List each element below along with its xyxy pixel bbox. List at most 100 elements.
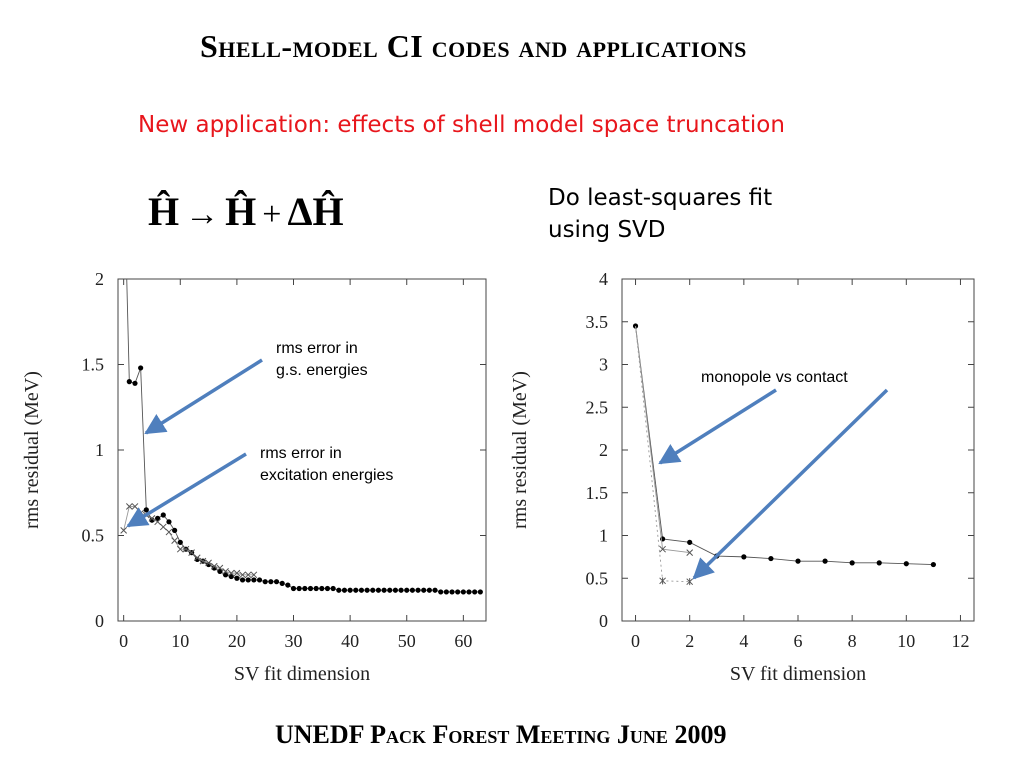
chart-2: 0 2 4 6 8 10 12 0 0.5 1 1.5 2 2.5 3 3.5 4 SV fit dimensi… — [509, 269, 975, 685]
data-point — [336, 587, 342, 593]
series-line — [126, 279, 481, 593]
data-point — [472, 589, 478, 595]
data-point — [296, 585, 302, 592]
y-tick-label: 3 — [599, 355, 608, 375]
y-axis-label: rms residual (MeV) — [509, 371, 531, 529]
formula-rhs1: Ĥ — [225, 189, 257, 234]
data-point — [930, 561, 936, 568]
data-point — [256, 577, 263, 583]
data-point — [239, 571, 246, 579]
series-3 — [635, 325, 694, 586]
data-point — [233, 569, 241, 577]
svd-fit-note: Do least-squares fit using SVD — [548, 182, 868, 246]
data-point — [370, 587, 376, 593]
data-point — [387, 587, 393, 593]
data-point — [290, 585, 297, 592]
series-line — [635, 325, 690, 554]
x-tick-label: 20 — [228, 631, 246, 651]
x-tick-label: 8 — [848, 631, 857, 651]
x-tick-label: 10 — [897, 631, 915, 651]
data-point — [245, 577, 251, 583]
data-point — [686, 549, 694, 556]
data-point — [120, 527, 128, 534]
data-point — [849, 560, 855, 566]
data-point — [199, 557, 207, 565]
x-tick-label: 2 — [685, 631, 694, 651]
annotation-arrow — [658, 388, 777, 465]
x-tick-label: 40 — [341, 631, 359, 651]
data-point — [268, 579, 274, 585]
data-point — [347, 587, 353, 593]
data-point — [148, 515, 156, 522]
data-point — [398, 587, 404, 593]
data-point — [227, 569, 235, 577]
data-point — [205, 559, 212, 567]
data-point — [686, 578, 694, 586]
data-point — [285, 582, 291, 588]
data-point — [455, 589, 461, 595]
x-tick-label: 6 — [794, 631, 803, 651]
series-line — [635, 325, 690, 583]
data-point — [160, 512, 166, 518]
data-point — [741, 554, 747, 560]
x-tick-label: 10 — [171, 631, 189, 651]
data-point — [392, 587, 399, 593]
formula-rhs2: ΔĤ — [287, 189, 344, 234]
series-2 — [635, 325, 694, 556]
x-tick-label: 0 — [119, 631, 128, 651]
y-tick-label: 1 — [95, 440, 104, 460]
series-line — [635, 325, 934, 566]
y-tick-label: 2 — [95, 269, 104, 289]
data-point — [138, 365, 144, 371]
data-point — [443, 589, 449, 595]
data-point — [155, 515, 161, 522]
annotation-text: rms error in — [260, 445, 342, 462]
y-tick-label: 3.5 — [586, 312, 609, 332]
data-point — [449, 589, 455, 595]
data-point — [132, 380, 138, 386]
y-tick-label: 1.5 — [586, 483, 609, 503]
data-point — [193, 554, 201, 562]
annotation-text: g.s. energies — [276, 362, 368, 379]
y-tick-label: 2 — [599, 440, 608, 460]
y-tick-label: 0 — [95, 611, 104, 631]
x-tick-label: 12 — [951, 631, 969, 651]
data-point — [165, 528, 173, 536]
data-point — [307, 585, 314, 592]
plot-area — [632, 323, 936, 586]
data-point — [313, 585, 319, 592]
data-point — [341, 587, 348, 593]
y-tick-label: 2.5 — [586, 397, 609, 417]
fit-note-line-1: Do least-squares fit — [548, 185, 773, 211]
data-point — [324, 585, 331, 592]
y-axis-label: rms residual (MeV) — [21, 371, 43, 529]
data-point — [426, 587, 432, 593]
data-point — [415, 587, 421, 593]
x-axis-label: SV fit dimension — [234, 663, 370, 685]
data-point — [375, 587, 382, 593]
plot-frame — [621, 278, 975, 622]
data-point — [364, 587, 370, 593]
data-point — [262, 579, 268, 585]
data-point — [273, 579, 280, 585]
series-1 — [126, 279, 483, 595]
data-point — [126, 379, 132, 385]
data-point — [222, 568, 229, 575]
hamiltonian-formula: Ĥ → Ĥ + ΔĤ — [148, 188, 344, 235]
series-1 — [632, 323, 936, 568]
annotation-arrow — [692, 388, 889, 580]
data-point — [876, 560, 882, 566]
data-point — [216, 564, 224, 572]
data-point — [822, 558, 828, 564]
y-tick-label: 0 — [599, 611, 608, 631]
x-tick-label: 0 — [631, 631, 640, 651]
data-point — [768, 555, 774, 562]
formula-arrow: → — [185, 196, 220, 233]
data-point — [687, 539, 693, 545]
data-point — [358, 587, 365, 593]
data-point — [381, 587, 387, 593]
data-point — [659, 577, 666, 585]
annotation-text: rms error in — [276, 340, 358, 357]
data-point — [477, 589, 483, 595]
